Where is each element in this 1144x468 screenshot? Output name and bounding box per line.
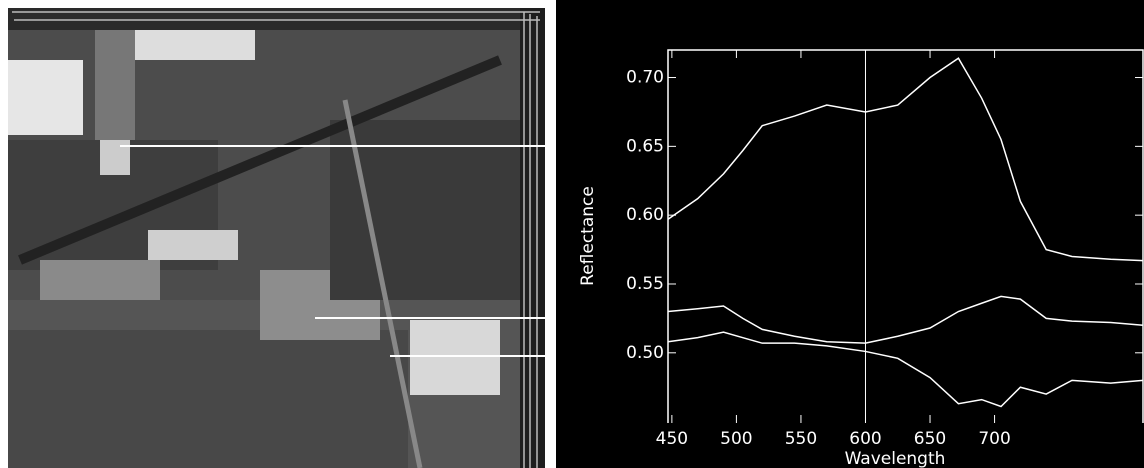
x-tick-label: 600 [849, 429, 881, 449]
y-tick-label: 0.65 [626, 136, 664, 156]
x-tick-label: 700 [978, 429, 1010, 449]
y-axis-label: Reflectance [578, 186, 598, 286]
figure: 0.50 0.55 0.60 0.65 0.70 450 500 550 600 650 700 W… [0, 0, 1144, 468]
x-axis-label: Wavelength [845, 449, 946, 468]
y-tick-label: 0.70 [626, 68, 664, 88]
y-tick-label: 0.60 [626, 205, 664, 225]
y-tick-label: 0.55 [626, 274, 664, 294]
x-tick-label: 550 [785, 429, 817, 449]
page: 0.50 0.55 0.60 0.65 0.70 450 500 550 600 650 700 W… [0, 0, 1144, 468]
x-tick-label: 450 [656, 429, 688, 449]
y-tick-label: 0.50 [626, 343, 664, 363]
x-tick-label: 500 [720, 429, 752, 449]
cube-image [8, 8, 545, 468]
x-tick-label: 650 [914, 429, 946, 449]
